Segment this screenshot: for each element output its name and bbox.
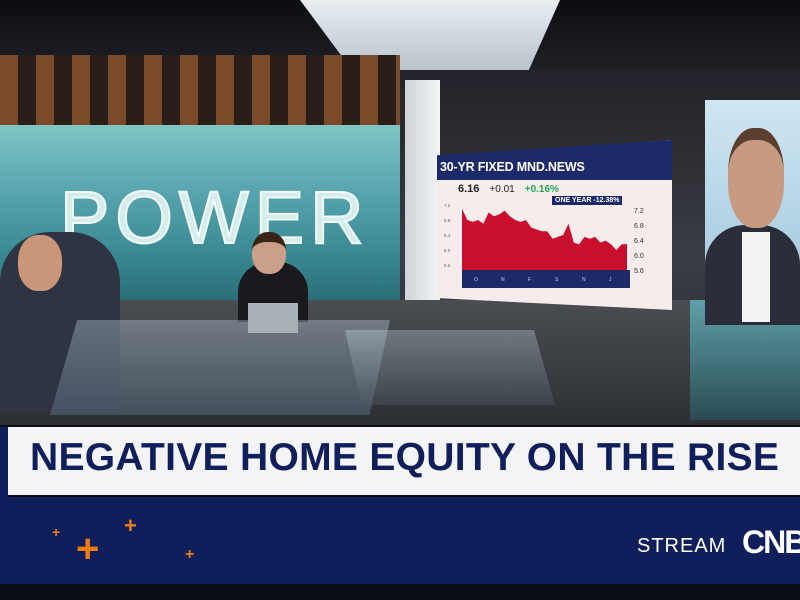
anchor-center-head [252,232,286,274]
y-tick-label-right: 6.0 [634,253,644,260]
anchor-left-head [18,235,62,291]
lower-third-edge [0,427,8,584]
headline: NEGATIVE HOME EQUITY ON THE RISE [30,436,780,479]
y-tick-label-left: 6.8 [444,218,451,223]
y-tick-label-left: 7.2 [444,203,451,208]
quote-row: 6.16 +0.01 +0.16% [458,183,559,195]
area-series [462,208,627,270]
glass-desk-right [345,330,555,405]
wall-text: POWER [59,175,370,260]
x-tick-label: N [501,277,505,283]
price: 6.16 [458,183,480,195]
headline-bar [8,427,800,495]
y-tick-label-right: 5.6 [634,268,644,275]
change-percent: +0.16% [524,183,559,195]
pillar [405,80,440,310]
y-tick-label-right: 7.2 [634,208,644,215]
y-tick-label-right: 6.4 [634,238,644,245]
x-tick-label: F [528,277,531,283]
change: +0.01 [489,183,515,195]
x-tick-label: N [582,277,586,283]
y-tick-label-right: 6.8 [634,223,644,230]
plus-icon: + [124,513,137,538]
plus-icon: + [52,524,61,540]
x-tick-label: S [555,277,559,283]
one-year-badge: ONE YEAR -12.38% [552,196,623,205]
guest-shirt [742,232,770,322]
plus-icon: + [185,546,195,563]
wood-panels [0,55,400,125]
studio-background: POWER [0,0,800,425]
mortgage-rate-chart: O N F S N J 7.2 7.2 6.8 6.8 6.4 6.4 6.0 6.0 5.6 5.6 [444,203,644,288]
ticker-bar: + + + + [8,497,800,584]
y-tick-label-left: 5.6 [444,263,451,268]
x-axis-band [462,270,630,288]
stream-label: STREAM [637,535,727,557]
laptop [248,303,298,333]
x-tick-label: J [609,277,612,283]
plus-icon: + [76,527,100,571]
glass-desk [50,320,390,415]
network-logo: CNB [742,524,800,560]
y-tick-label-left: 6.0 [444,248,451,253]
x-tick-label: O [474,277,478,283]
chart-title: 30-YR FIXED MND.NEWS [440,160,585,174]
guest-head [728,128,784,228]
y-tick-label-left: 6.4 [444,233,451,238]
